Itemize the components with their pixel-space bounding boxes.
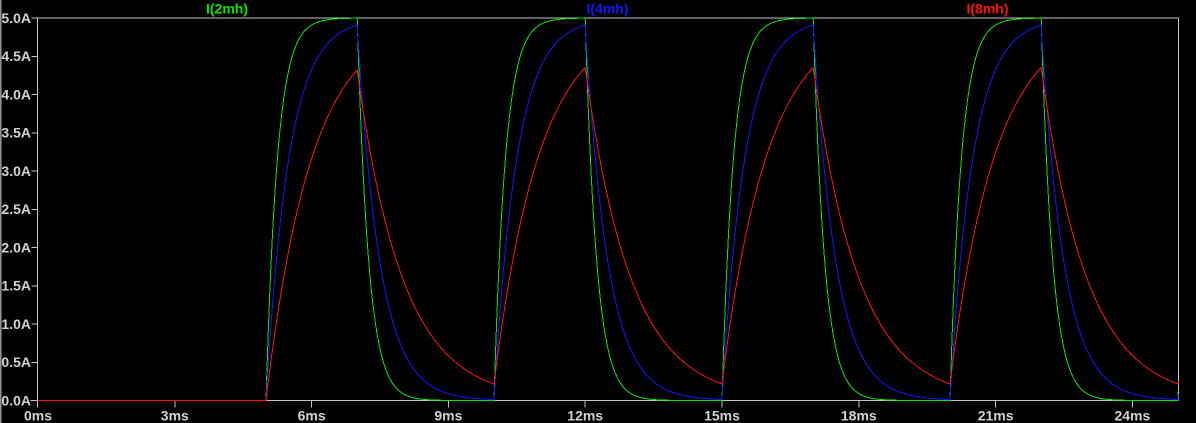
svg-text:12ms: 12ms [567,408,603,423]
svg-text:9ms: 9ms [434,408,462,423]
svg-text:1.0A: 1.0A [1,316,31,332]
svg-text:3.0A: 3.0A [1,163,31,179]
svg-text:0.5A: 0.5A [1,354,31,370]
svg-text:3ms: 3ms [161,408,189,423]
svg-text:21ms: 21ms [978,408,1014,423]
svg-text:15ms: 15ms [704,408,740,423]
svg-text:3.5A: 3.5A [1,125,31,141]
svg-text:5.0A: 5.0A [1,10,31,26]
svg-text:6ms: 6ms [298,408,326,423]
svg-text:18ms: 18ms [841,408,877,423]
svg-text:4.5A: 4.5A [1,48,31,64]
svg-text:2.0A: 2.0A [1,239,31,255]
svg-text:I(8mh): I(8mh) [967,1,1009,17]
svg-text:0.0A: 0.0A [1,392,31,408]
svg-text:I(4mh): I(4mh) [587,1,629,17]
svg-text:I(2mh): I(2mh) [206,1,248,17]
svg-text:1.5A: 1.5A [1,278,31,294]
svg-text:0ms: 0ms [24,408,52,423]
svg-text:2.5A: 2.5A [1,201,31,217]
svg-text:24ms: 24ms [1114,408,1150,423]
svg-text:4.0A: 4.0A [1,86,31,102]
